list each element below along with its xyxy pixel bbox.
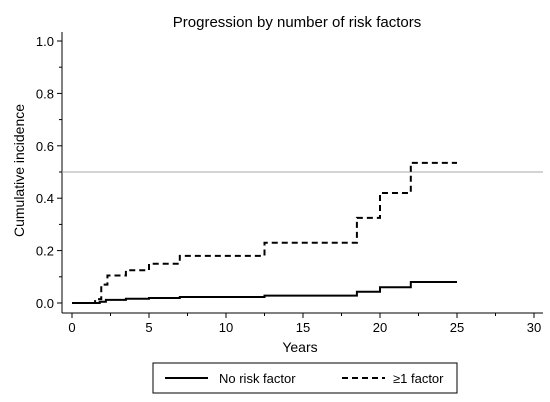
series-line-risk-factor — [72, 161, 457, 304]
legend: No risk factor ≥1 factor — [152, 362, 458, 394]
series-line-no-risk-factor — [72, 281, 457, 304]
chart-title: Progression by number of risk factors — [173, 14, 421, 31]
legend-label-risk-factor: ≥1 factor — [393, 371, 444, 386]
y-tick-label: 0.0 — [36, 296, 54, 311]
x-tick-label: 5 — [145, 320, 152, 335]
x-tick-label: 0 — [68, 320, 75, 335]
x-tick-label: 30 — [527, 320, 541, 335]
legend-label-no-risk-factor: No risk factor — [219, 371, 296, 386]
x-axis-label: Years — [282, 339, 317, 355]
y-axis-label: Cumulative incidence — [11, 104, 27, 237]
y-tick-label: 0.2 — [36, 244, 54, 259]
x-tick-label: 25 — [450, 320, 464, 335]
plot-area: 0.0 0.2 0.4 0.6 0.8 1.0 0 5 10 15 20 25 30 — [36, 32, 543, 335]
y-tick-label: 1.0 — [36, 34, 54, 49]
x-tick-label: 20 — [373, 320, 387, 335]
y-tick-label: 0.6 — [36, 139, 54, 154]
y-tick-label: 0.8 — [36, 86, 54, 101]
x-tick-label: 15 — [296, 320, 310, 335]
x-tick-label: 10 — [219, 320, 233, 335]
y-tick-label: 0.4 — [36, 191, 54, 206]
